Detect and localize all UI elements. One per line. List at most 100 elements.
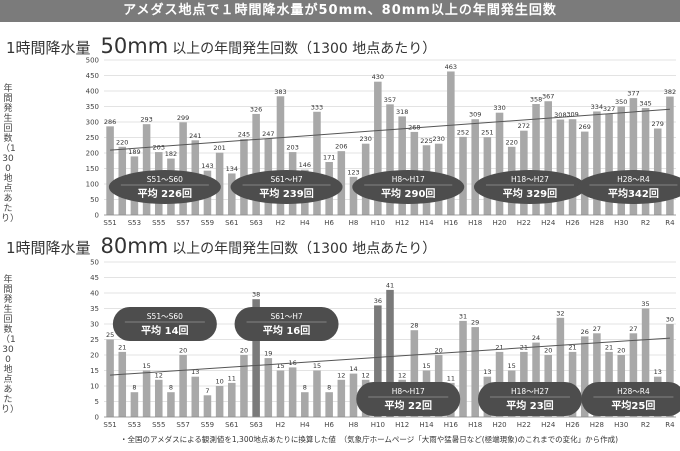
value-label: 15 — [276, 362, 284, 370]
x-tick-label: S57 — [176, 421, 189, 429]
badge-shape — [234, 307, 339, 341]
y-tick-label: 500 — [86, 57, 99, 65]
badge-shape — [112, 307, 217, 341]
value-label: 201 — [213, 144, 225, 152]
x-tick-label: S63 — [249, 421, 262, 429]
bar — [580, 336, 589, 417]
x-tick-label: H2 — [276, 219, 286, 227]
bar — [240, 355, 248, 417]
chart2-title-rest: 以上の年間発生回数（1300 地点あたり） — [172, 241, 437, 257]
chart2-title: 1時間降水量 80mm 以上の年間発生回数（1300 地点あたり） — [6, 234, 436, 258]
badge-shape — [108, 170, 221, 204]
value-label: 269 — [579, 123, 591, 131]
value-label: 220 — [505, 138, 517, 146]
chart1-ylabel: 年間発生回数（1300地点あたり） — [1, 84, 20, 224]
bar — [349, 176, 358, 215]
x-tick-label: S55 — [152, 421, 165, 429]
value-label: 15 — [508, 362, 516, 370]
bar — [301, 392, 309, 417]
y-tick-label: 0 — [95, 212, 99, 220]
value-label: 308 — [554, 111, 566, 119]
bar — [313, 370, 321, 417]
badge-period: H18～H27 — [511, 175, 549, 184]
bar — [471, 327, 479, 417]
value-label: 134 — [226, 165, 238, 173]
x-tick-label: H20 — [492, 219, 506, 227]
value-label: 203 — [286, 144, 298, 152]
x-tick-label: H22 — [517, 421, 531, 429]
trend-line — [110, 108, 670, 151]
value-label: 383 — [274, 88, 286, 96]
y-tick-label: 250 — [86, 134, 99, 142]
bar — [228, 173, 236, 215]
badge-average: 平均 226回 — [138, 187, 192, 200]
bar — [203, 395, 212, 417]
badge-average: 平均 23回 — [506, 399, 553, 412]
value-label: 272 — [518, 122, 530, 130]
bar — [568, 119, 577, 215]
bar — [495, 112, 504, 215]
value-label: 333 — [311, 103, 323, 111]
x-tick-label: H8 — [349, 219, 359, 227]
x-tick-label: H14 — [419, 219, 434, 227]
period-average-badge: H28～R4 平均342回 — [577, 170, 680, 204]
value-label: 11 — [228, 374, 236, 382]
bar — [593, 333, 601, 417]
value-label: 367 — [542, 93, 554, 101]
bar — [544, 101, 552, 215]
x-tick-label: H18 — [468, 219, 482, 227]
badge-average: 平均 239回 — [259, 187, 313, 200]
x-tick-label: H20 — [492, 421, 506, 429]
bar — [349, 373, 358, 417]
bar — [459, 320, 467, 417]
badge-period: H28～R4 — [617, 387, 650, 396]
x-tick-label: S53 — [128, 421, 141, 429]
value-label: 19 — [264, 350, 272, 358]
y-tick-label: 35 — [90, 305, 99, 313]
value-label: 21 — [568, 343, 576, 351]
value-label: 241 — [189, 132, 201, 140]
badge-period: S51～S60 — [147, 312, 183, 321]
value-label: 26 — [581, 328, 589, 336]
y-tick-label: 30 — [90, 321, 99, 329]
period-average-badge: S51～S60 平均 226回 — [108, 170, 221, 204]
x-tick-label: H6 — [324, 421, 334, 429]
bar — [641, 108, 650, 215]
x-tick-label: H12 — [395, 421, 409, 429]
badge-shape — [473, 170, 586, 204]
bar — [337, 379, 346, 417]
y-tick-label: 150 — [86, 165, 99, 173]
bar — [179, 355, 187, 417]
value-label: 247 — [262, 130, 274, 138]
value-label: 30 — [666, 316, 674, 324]
value-label: 20 — [240, 347, 248, 355]
x-tick-label: S51 — [103, 421, 116, 429]
badge-shape — [577, 170, 680, 204]
bar — [154, 379, 163, 417]
value-label: 279 — [652, 120, 664, 128]
value-label: 10 — [215, 378, 223, 386]
bar — [459, 136, 467, 215]
y-tick-label: 100 — [86, 181, 99, 189]
value-label: 12 — [362, 371, 370, 379]
value-label: 350 — [615, 98, 627, 106]
value-label: 206 — [335, 143, 347, 151]
y-tick-label: 200 — [86, 150, 99, 158]
bar — [666, 96, 674, 215]
x-tick-label: S61 — [225, 421, 238, 429]
bar — [532, 104, 540, 215]
x-tick-label: H28 — [590, 421, 604, 429]
badge-average: 平均25回 — [611, 399, 655, 412]
badge-shape — [477, 382, 582, 416]
bar — [179, 122, 187, 215]
value-label: 13 — [483, 368, 491, 376]
value-label: 13 — [654, 368, 662, 376]
x-tick-label: R4 — [665, 219, 675, 227]
bar — [556, 119, 565, 215]
value-label: 245 — [238, 131, 250, 139]
value-label: 220 — [116, 138, 128, 146]
badge-period: H8～H17 — [392, 387, 425, 396]
value-label: 8 — [169, 384, 173, 392]
value-label: 41 — [386, 281, 394, 289]
value-label: 225 — [420, 137, 432, 145]
